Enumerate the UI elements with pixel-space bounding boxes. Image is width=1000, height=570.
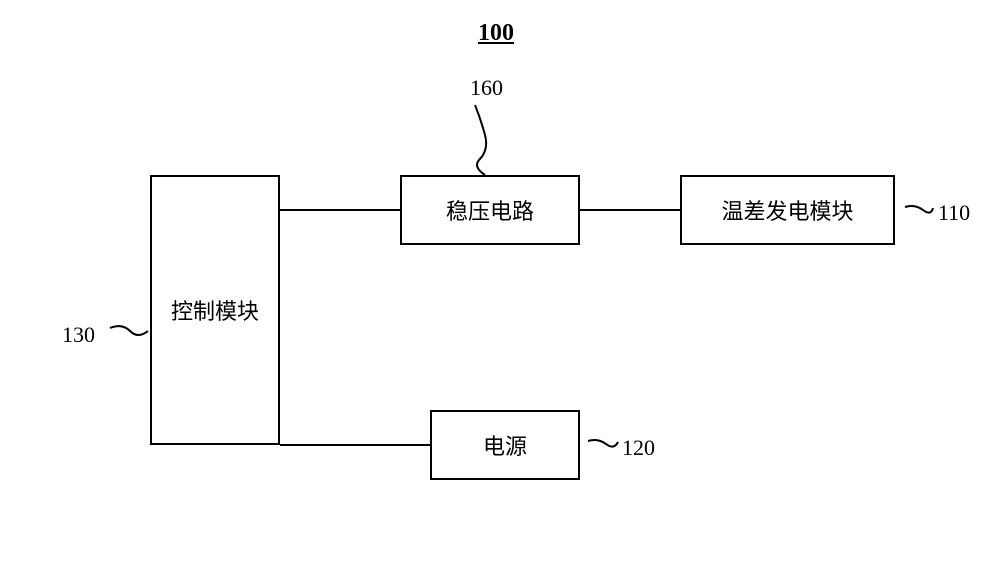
squiggle-110 <box>905 212 945 232</box>
ref-130-text: 130 <box>62 322 95 347</box>
power-box: 电源 <box>430 410 580 480</box>
control-module-box: 控制模块 <box>150 175 280 445</box>
thermo-box: 温差发电模块 <box>680 175 895 245</box>
regulator-box: 稳压电路 <box>400 175 580 245</box>
regulator-label: 稳压电路 <box>446 194 534 226</box>
squiggle-120 <box>588 446 628 466</box>
thermo-label: 温差发电模块 <box>721 194 853 226</box>
ref-160: 160 <box>470 75 503 101</box>
title-text: 100 <box>478 20 514 46</box>
squiggle-160 <box>483 105 523 185</box>
squiggle-130 <box>110 333 155 353</box>
control-module-label: 控制模块 <box>171 294 259 326</box>
ref-130: 130 <box>62 322 95 348</box>
power-label: 电源 <box>483 429 527 461</box>
ref-160-text: 160 <box>470 75 503 100</box>
diagram-title: 100 <box>478 20 514 47</box>
